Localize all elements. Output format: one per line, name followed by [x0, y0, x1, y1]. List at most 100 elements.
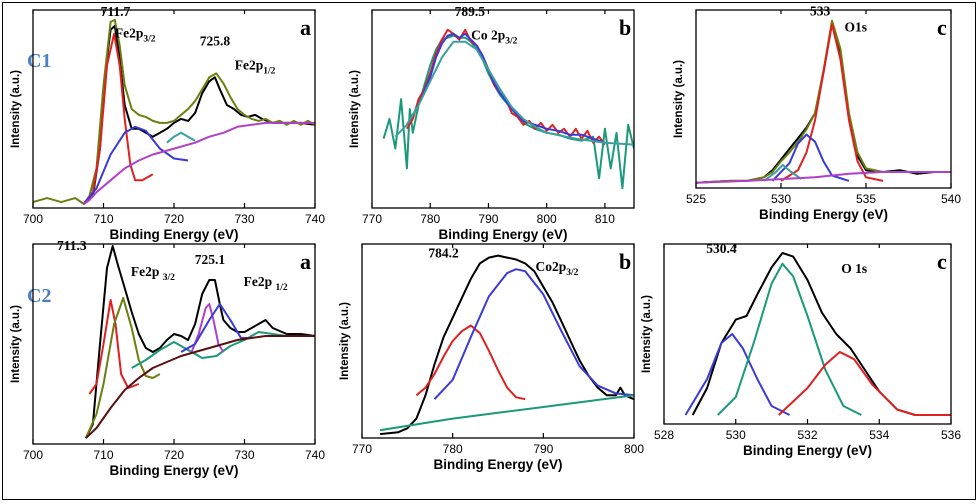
plot-area: [663, 243, 952, 425]
y-axis-label: Intensity (a.u.): [339, 302, 351, 380]
row-label-c2: C2: [27, 285, 51, 307]
x-tick-label: 530: [771, 192, 791, 206]
y-axis-label: Intensity (a.u.): [10, 70, 22, 148]
x-tick-label: 780: [443, 442, 463, 456]
series-line-2: [88, 299, 140, 395]
x-tick-label: 535: [856, 192, 876, 206]
chart-panel-4: 700 710 720 730 740 Binding Energy (eV) Intens…: [10, 238, 325, 478]
series-group: [379, 254, 634, 436]
x-tick-label: 800: [537, 212, 557, 226]
series-line-4: [778, 351, 951, 416]
series-group: [382, 28, 634, 190]
y-axis-label: Intensity (a.u.): [673, 60, 685, 138]
series-line-3: [83, 32, 154, 205]
peak-annotation: Fe2p 1/2: [244, 274, 288, 293]
series-line-1: [696, 21, 951, 184]
panel-letter: c: [937, 15, 947, 40]
panel-letter: a: [300, 249, 311, 274]
x-tick-label: 720: [164, 212, 184, 226]
x-tick-label: 770: [362, 212, 382, 226]
series-line-6: [83, 121, 315, 205]
peak-annotation: Fe2p 3/2: [131, 264, 175, 283]
x-tick-label: 730: [234, 448, 254, 462]
peak-annotation: 711.7: [101, 4, 131, 19]
series-line-3: [406, 32, 606, 144]
y-axis-label: Intensity (a.u.): [10, 305, 22, 383]
x-tick-label: 740: [305, 212, 325, 226]
series-group: [696, 19, 951, 184]
plot-area: [361, 243, 635, 439]
x-tick-label: 770: [352, 442, 372, 456]
x-tick-label: 528: [654, 428, 674, 442]
x-tick-label: 534: [869, 428, 889, 442]
chart-panel-1: 700 710 720 730 740 Binding Energy (eV) Intens…: [10, 4, 325, 242]
peak-annotation: 725.1: [195, 252, 226, 267]
x-tick-label: 710: [93, 212, 113, 226]
series-line-3: [780, 23, 884, 182]
series-line-3: [84, 297, 161, 439]
series-line-4: [83, 125, 189, 205]
x-tick-label: 530: [726, 428, 746, 442]
x-tick-label: 790: [478, 212, 498, 226]
chart-panel-3: 525 530 535 540 Binding Energy (eV) Intensity…: [673, 3, 961, 222]
x-tick-label: 700: [23, 448, 43, 462]
x-tick-label: 700: [23, 212, 43, 226]
series-line-3: [717, 262, 862, 416]
x-tick-label: 790: [533, 442, 553, 456]
peak-annotation: Fe2p1/2: [235, 57, 276, 76]
series-line-1: [85, 245, 315, 439]
peak-annotation: Co2p3/2: [535, 259, 578, 278]
x-axis-label: Binding Energy (eV): [433, 457, 562, 472]
plot-area: [32, 9, 316, 209]
series-line-5: [763, 163, 802, 182]
series-line-2: [415, 324, 526, 401]
peak-annotation: 533: [810, 3, 831, 18]
row-label-c1: C1: [27, 50, 51, 72]
x-tick-label: 740: [305, 448, 325, 462]
peak-annotation: Fe2p3/2: [115, 26, 156, 45]
panel-letter: b: [619, 249, 631, 274]
series-line-5: [190, 303, 225, 353]
panel-letter: a: [300, 15, 311, 40]
x-tick-label: 780: [420, 212, 440, 226]
series-line-7: [85, 335, 315, 439]
panel-letter: c: [937, 249, 947, 274]
x-axis-label: Binding Energy (eV): [109, 227, 238, 242]
x-tick-label: 540: [941, 192, 961, 206]
x-axis-label: Binding Energy (eV): [759, 207, 888, 222]
chart-panel-5: 770 780 790 800 Binding Energy (eV) Intensity…: [339, 243, 644, 472]
peak-annotation: O 1s: [841, 261, 867, 276]
peak-annotation: Co 2p3/2: [471, 28, 518, 47]
x-tick-label: 730: [234, 212, 254, 226]
series-line-1: [382, 34, 634, 190]
series-line-6: [180, 303, 252, 353]
x-axis-label: Binding Energy (eV): [743, 443, 872, 458]
x-axis-label: Binding Energy (eV): [109, 463, 238, 478]
series-line-1: [83, 24, 315, 205]
series-group: [33, 18, 315, 205]
x-tick-label: 532: [797, 428, 817, 442]
series-line-1: [379, 254, 634, 436]
series-line-4: [379, 394, 634, 432]
series-line-3: [433, 268, 634, 400]
series-line-2: [684, 333, 791, 416]
plot-area: [695, 9, 952, 189]
series-line-5: [166, 131, 196, 144]
x-tick-label: 536: [941, 428, 961, 442]
x-tick-label: 525: [686, 192, 706, 206]
peak-annotation: 530.4: [706, 241, 737, 256]
y-axis-label: Intensity (a.u.): [349, 70, 361, 148]
series-line-2: [696, 19, 951, 184]
peak-annotation: 711.3: [57, 238, 87, 253]
panels: 700 710 720 730 740 Binding Energy (eV) Intens…: [10, 3, 961, 478]
series-line-4: [771, 133, 850, 182]
x-tick-label: 800: [624, 442, 644, 456]
series-line-4: [131, 331, 287, 369]
x-tick-label: 710: [93, 448, 113, 462]
x-tick-label: 720: [164, 448, 184, 462]
x-tick-label: 810: [595, 212, 615, 226]
x-axis-label: Binding Energy (eV): [438, 227, 567, 242]
